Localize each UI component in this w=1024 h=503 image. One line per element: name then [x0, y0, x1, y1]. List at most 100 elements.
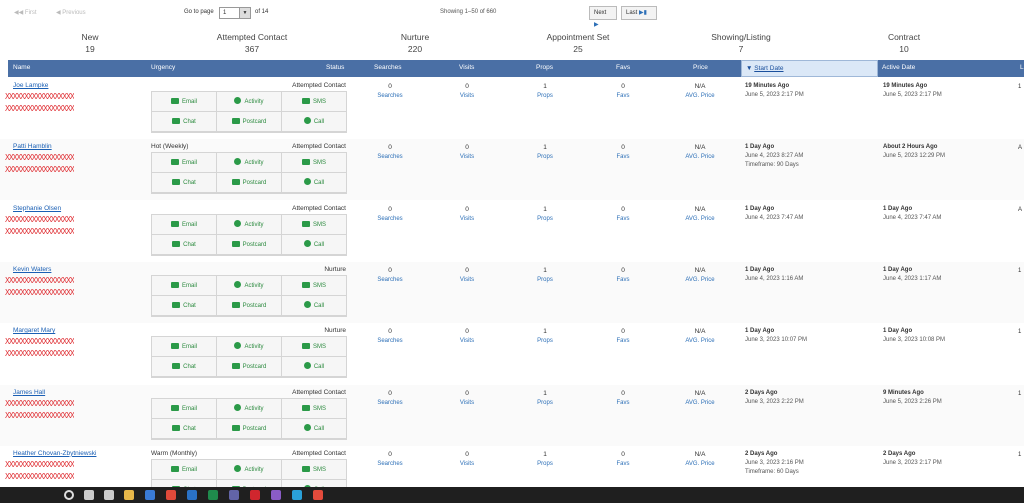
price-stat[interactable]: N/A AVG. Price	[680, 206, 720, 222]
stage-5[interactable]: Contract 10	[849, 32, 959, 54]
col-favs[interactable]: Favs	[616, 64, 631, 71]
status-text[interactable]: Attempted Contact	[292, 449, 346, 457]
next-button[interactable]: Next ▶	[589, 6, 617, 28]
price-stat[interactable]: N/A AVG. Price	[680, 390, 720, 406]
col-last-truncated[interactable]: L	[1020, 64, 1024, 71]
call-button[interactable]: Call	[282, 357, 347, 378]
searches-stat[interactable]: 0 Searches	[370, 206, 410, 222]
activity-button[interactable]: Activity	[217, 337, 282, 358]
visits-stat[interactable]: 0 Visits	[447, 206, 487, 222]
activity-button[interactable]: Activity	[217, 153, 282, 174]
postcard-button[interactable]: Postcard	[217, 173, 282, 194]
favs-stat[interactable]: 0 Favs	[603, 206, 643, 222]
chat-button[interactable]: Chat	[152, 112, 217, 132]
lead-name-link[interactable]: Margaret Mary	[13, 327, 56, 335]
searches-stat[interactable]: 0 Searches	[370, 144, 410, 160]
favs-stat[interactable]: 0 Favs	[603, 267, 643, 283]
previous-page-link[interactable]: ◀ Previous	[56, 10, 86, 16]
chrome-icon[interactable]	[166, 490, 176, 500]
status-text[interactable]: Attempted Contact	[292, 82, 346, 89]
favs-stat[interactable]: 0 Favs	[603, 144, 643, 160]
visits-stat[interactable]: 0 Visits	[447, 144, 487, 160]
visits-stat[interactable]: 0 Visits	[447, 390, 487, 406]
col-urgency[interactable]: Urgency	[151, 64, 176, 71]
edge-icon[interactable]	[292, 490, 302, 500]
outlook-icon[interactable]	[187, 490, 197, 500]
email-button[interactable]: Email	[152, 92, 217, 112]
col-name[interactable]: Name	[13, 64, 31, 71]
last-button[interactable]: Last ▶▮	[621, 6, 657, 20]
searches-stat[interactable]: 0 Searches	[370, 83, 410, 99]
call-button[interactable]: Call	[282, 295, 347, 316]
favs-stat[interactable]: 0 Favs	[603, 451, 643, 467]
sms-button[interactable]: SMS	[282, 92, 347, 112]
chat-button[interactable]: Chat	[152, 234, 217, 255]
activity-button[interactable]: Activity	[217, 398, 282, 419]
props-stat[interactable]: 1 Props	[525, 83, 565, 99]
status-text[interactable]: Attempted Contact	[292, 143, 346, 151]
favs-stat[interactable]: 0 Favs	[603, 328, 643, 344]
price-stat[interactable]: N/A AVG. Price	[680, 451, 720, 467]
col-searches[interactable]: Searches	[374, 64, 402, 71]
activity-button[interactable]: Activity	[217, 214, 282, 235]
visits-stat[interactable]: 0 Visits	[447, 451, 487, 467]
page-select[interactable]: 1 ▼	[219, 7, 251, 19]
call-button[interactable]: Call	[282, 418, 347, 439]
lead-name-link[interactable]: Stephanie Olsen	[13, 204, 62, 212]
sms-button[interactable]: SMS	[282, 459, 347, 480]
lead-name-link[interactable]: Kevin Waters	[13, 265, 52, 273]
visits-stat[interactable]: 0 Visits	[447, 328, 487, 344]
sms-button[interactable]: SMS	[282, 337, 347, 358]
email-button[interactable]: Email	[152, 153, 217, 174]
searches-stat[interactable]: 0 Searches	[370, 451, 410, 467]
teams-icon[interactable]	[229, 490, 239, 500]
chat-button[interactable]: Chat	[152, 173, 217, 194]
file-explorer-icon[interactable]	[124, 490, 134, 500]
props-stat[interactable]: 1 Props	[525, 267, 565, 283]
stage-4[interactable]: Showing/Listing 7	[686, 32, 796, 54]
searches-stat[interactable]: 0 Searches	[370, 328, 410, 344]
chat-button[interactable]: Chat	[152, 357, 217, 378]
lead-name-link[interactable]: Joe Lampke	[13, 82, 49, 89]
sms-button[interactable]: SMS	[282, 275, 347, 296]
postcard-button[interactable]: Postcard	[217, 357, 282, 378]
chat-button[interactable]: Chat	[152, 418, 217, 439]
col-active-date[interactable]: Active Date	[882, 64, 916, 71]
col-visits[interactable]: Visits	[459, 64, 475, 71]
price-stat[interactable]: N/A AVG. Price	[680, 83, 720, 99]
sms-button[interactable]: SMS	[282, 214, 347, 235]
status-text[interactable]: Nurture	[324, 327, 346, 335]
store-icon[interactable]	[145, 490, 155, 500]
windows-start-icon[interactable]	[64, 490, 74, 500]
col-props[interactable]: Props	[536, 64, 553, 71]
price-stat[interactable]: N/A AVG. Price	[680, 267, 720, 283]
price-stat[interactable]: N/A AVG. Price	[680, 144, 720, 160]
task-view-icon[interactable]	[104, 490, 114, 500]
lead-name-link[interactable]: James Hall	[13, 388, 46, 396]
call-button[interactable]: Call	[282, 173, 347, 194]
visits-stat[interactable]: 0 Visits	[447, 83, 487, 99]
chat-button[interactable]: Chat	[152, 295, 217, 316]
visits-stat[interactable]: 0 Visits	[447, 267, 487, 283]
stage-0[interactable]: New 19	[35, 32, 145, 54]
opera-icon[interactable]	[250, 490, 260, 500]
postcard-button[interactable]: Postcard	[217, 234, 282, 255]
sms-button[interactable]: SMS	[282, 398, 347, 419]
price-stat[interactable]: N/A AVG. Price	[680, 328, 720, 344]
props-stat[interactable]: 1 Props	[525, 144, 565, 160]
postcard-button[interactable]: Postcard	[217, 295, 282, 316]
call-button[interactable]: Call	[282, 112, 347, 132]
searches-stat[interactable]: 0 Searches	[370, 267, 410, 283]
email-button[interactable]: Email	[152, 214, 217, 235]
stage-3[interactable]: Appointment Set 25	[523, 32, 633, 54]
col-price[interactable]: Price	[693, 64, 708, 71]
sms-button[interactable]: SMS	[282, 153, 347, 174]
lead-name-link[interactable]: Patti Hamblin	[13, 143, 52, 151]
stage-1[interactable]: Attempted Contact 367	[197, 32, 307, 54]
searches-stat[interactable]: 0 Searches	[370, 390, 410, 406]
status-text[interactable]: Attempted Contact	[292, 388, 346, 396]
email-button[interactable]: Email	[152, 275, 217, 296]
app-icon[interactable]	[271, 490, 281, 500]
email-button[interactable]: Email	[152, 337, 217, 358]
activity-button[interactable]: Activity	[217, 459, 282, 480]
